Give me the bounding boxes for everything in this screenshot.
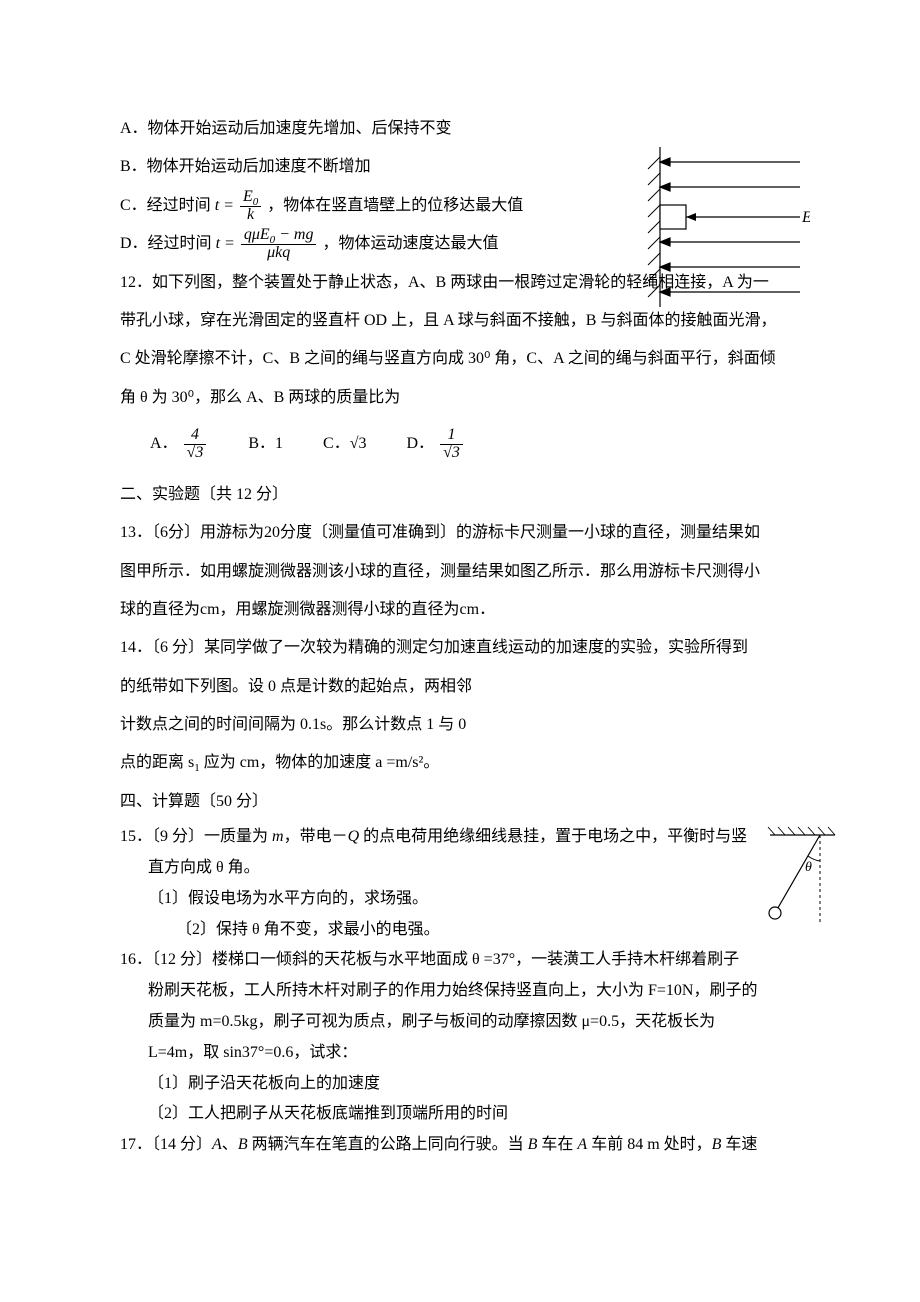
q17-l1e: 车前 84 m 处时， [587,1136,711,1153]
q14-l1: 14．〔6 分〕某同学做了一次较为精确的测定匀加速直线运动的加速度的实验，实验所… [120,629,800,667]
q11-optC: C．经过时间 t = E0 k ，物体在竖直墙壁上的位移达最大值 [120,187,800,225]
q15-l1: 15．〔9 分〕一质量为 m，带电－Q 的点电荷用绝缘细线悬挂，置于电场之中，平… [120,823,800,852]
q11-optD-pre: D．经过时间 [120,235,212,252]
q17-l1d: 车在 [537,1136,577,1153]
efield-label-E: E [801,209,810,226]
q17-l1f: 车速 [721,1136,757,1153]
q17-l1c: 两辆汽车在笔直的公路上同向行驶。当 [248,1136,528,1153]
q16-l4: L=4m，取 sin37°=0.6，试求： [120,1039,800,1068]
q12-C-val: √3 [350,435,367,452]
q12-l3: C 处滑轮摩擦不计，C、B 之间的绳与竖直方向成 30⁰ 角，C、A 之间的绳与… [120,340,800,378]
q13-l1: 13．〔6分〕用游标为20分度〔测量值可准确到〕的游标卡尺测量一小球的直径，测量… [120,514,800,552]
q15-l4: 〔2〕保持 θ 角不变，求最小的电强。 [120,916,800,945]
q14-l3: 计数点之间的时间间隔为 0.1s。那么计数点 1 与 0 [120,706,800,744]
q12-l1: 12．如下列图，整个装置处于静止状态，A、B 两球由一根跨过定滑轮的轻绳相连接，… [120,264,800,302]
q15-l1c: 的点电荷用绝缘细线悬挂，置于电场之中，平衡时与竖 [359,828,747,845]
q15-l1a: 15．〔9 分〕一质量为 [120,828,272,845]
q16-l5: 〔1〕刷子沿天花板向上的加速度 [120,1070,800,1099]
q11-optC-frac: E0 k [240,189,261,224]
q17-B1: B [238,1136,248,1153]
q12-D-den: √3 [440,445,463,462]
q12-A-den: √3 [184,445,207,462]
q17-B3: B [712,1136,722,1153]
q11-optA: A．物体开始运动后加速度先增加、后保持不变 [120,110,800,148]
q16-l1: 16．〔12 分〕楼梯口一倾斜的天花板与水平地面成 θ =37°，一装潢工人手持… [120,946,800,975]
q15-m: m [272,828,284,845]
q12-optC-label: C． [323,435,350,452]
q11-optD-num-b: − mg [275,226,313,243]
q12-optA-label: A． [150,435,178,452]
q11-optD-den: μkq [241,245,317,262]
q11-optC-num: E [243,188,253,205]
q14-l4b: 应为 cm，物体的加速度 a =m/s²。 [200,754,440,771]
q17-l1b: 、 [222,1136,238,1153]
q17-B2: B [528,1136,538,1153]
q17-A2: A [577,1136,587,1153]
q12-l4: 角 θ 为 30⁰，那么 A、B 两球的质量比为 [120,379,800,417]
q11-optD-frac: qμE0 − mg μkq [241,227,317,262]
q12-D-num: 1 [440,427,463,445]
q11-optC-post: ，物体在竖直墙壁上的位移达最大值 [267,197,523,214]
q12-optC: C．√3 [323,433,366,455]
q16-l6: 〔2〕工人把刷子从天花板底端推到顶端所用的时间 [120,1100,800,1129]
q12-l2: 带孔小球，穿在光滑固定的竖直杆 OD 上，且 A 球与斜面不接触，B 与斜面体的… [120,302,800,340]
section2-heading: 二、实验题〔共 12 分〕 [120,476,800,514]
q11-optD: D．经过时间 t = qμE0 − mg μkq ，物体运动速度达最大值 [120,225,800,263]
q17-A1: A [212,1136,222,1153]
q12-options: A． 4√3 B．1 C．√3 D． 1√3 [120,427,800,462]
q12-optB: B．1 [248,433,283,455]
q12-optD: D． 1√3 [407,427,465,462]
q16-l2: 粉刷天花板，工人所持木杆对刷子的作用力始终保持竖直向上，大小为 F=10N，刷子… [120,977,800,1006]
q13-l2: 图甲所示．如用螺旋测微器测该小球的直径，测量结果如图乙所示．那么用游标卡尺测得小 [120,553,800,591]
q15-l3: 〔1〕假设电场为水平方向的，求场强。 [120,885,800,914]
q12-optD-label: D． [407,435,435,452]
q11-optC-t: t = [215,197,234,214]
q17-l1a: 17．〔14 分〕 [120,1136,212,1153]
q14-l4a: 点的距离 s [120,754,194,771]
q11-optD-t: t = [216,235,235,252]
q15-Q: Q [348,828,360,845]
q17-l1: 17．〔14 分〕A、B 两辆汽车在笔直的公路上同向行驶。当 B 车在 A 车前… [120,1131,800,1160]
q15-l1b: ，带电－ [284,828,348,845]
q16-l3: 质量为 m=0.5kg，刷子可视为质点，刷子与板间的动摩擦因数 μ=0.5，天花… [120,1008,800,1037]
q11-optD-post: ，物体运动速度达最大值 [322,235,498,252]
q14-l2: 的纸带如下列图。设 0 点是计数的起始点，两相邻 [120,668,800,706]
q15-l2: 直方向成 θ 角。 [120,854,800,883]
q14-l4: 点的距离 s1 应为 cm，物体的加速度 a =m/s²。 [120,744,800,782]
q13-l3: 球的直径为cm，用螺旋测微器测得小球的直径为cm． [120,591,800,629]
q12-optA: A． 4√3 [150,427,208,462]
q11-optC-pre: C．经过时间 [120,197,211,214]
pendulum-theta: θ [805,860,812,875]
q12-A-num: 4 [184,427,207,445]
section4-heading: 四、计算题〔50 分〕 [120,783,800,821]
q11-optD-num-a: qμE [244,226,270,243]
q11-optC-den: k [240,207,261,224]
